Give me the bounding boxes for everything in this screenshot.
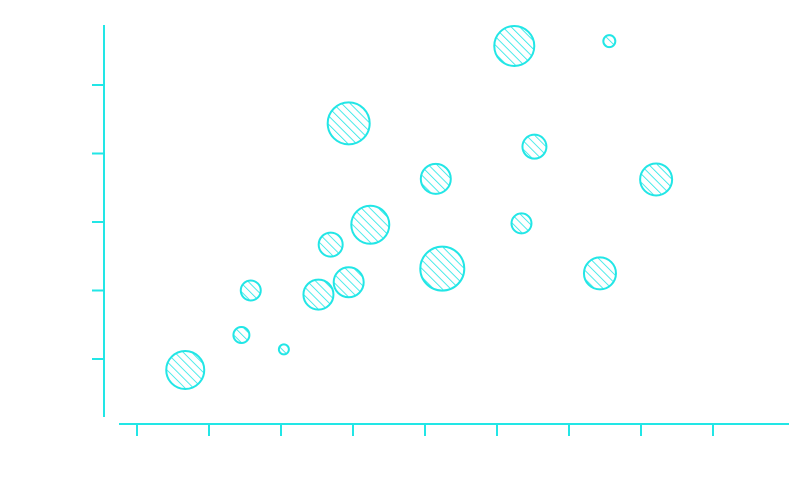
bubble-point [602, 34, 617, 49]
bubble-point [639, 162, 674, 197]
bubble-point [493, 24, 536, 67]
bubble-point [232, 326, 251, 345]
x-axis [119, 423, 789, 436]
y-axis [92, 25, 105, 417]
bubble-point [165, 349, 206, 390]
bubble-point [239, 279, 262, 302]
bubble-point [419, 245, 466, 292]
bubble-point [582, 256, 617, 291]
bubble-point [277, 343, 290, 356]
bubble-point [302, 278, 335, 311]
bubble-point [510, 212, 533, 235]
bubble-point [350, 204, 391, 245]
bubble-point [332, 266, 365, 299]
bubble-point [317, 231, 344, 258]
bubble-point [326, 101, 371, 146]
bubble-point [521, 133, 548, 160]
bubble-point [419, 162, 452, 195]
bubble-layer [165, 24, 674, 390]
